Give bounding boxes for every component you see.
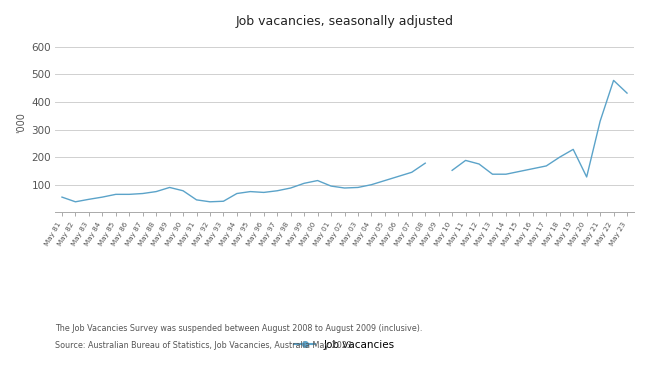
Text: Source: Australian Bureau of Statistics, Job Vacancies, Australia May 2023: Source: Australian Bureau of Statistics,…: [55, 341, 352, 350]
Text: The Job Vacancies Survey was suspended between August 2008 to August 2009 (inclu: The Job Vacancies Survey was suspended b…: [55, 324, 423, 333]
Y-axis label: '000: '000: [16, 112, 26, 133]
Title: Job vacancies, seasonally adjusted: Job vacancies, seasonally adjusted: [235, 15, 454, 27]
Legend: Job vacancies: Job vacancies: [294, 339, 395, 350]
